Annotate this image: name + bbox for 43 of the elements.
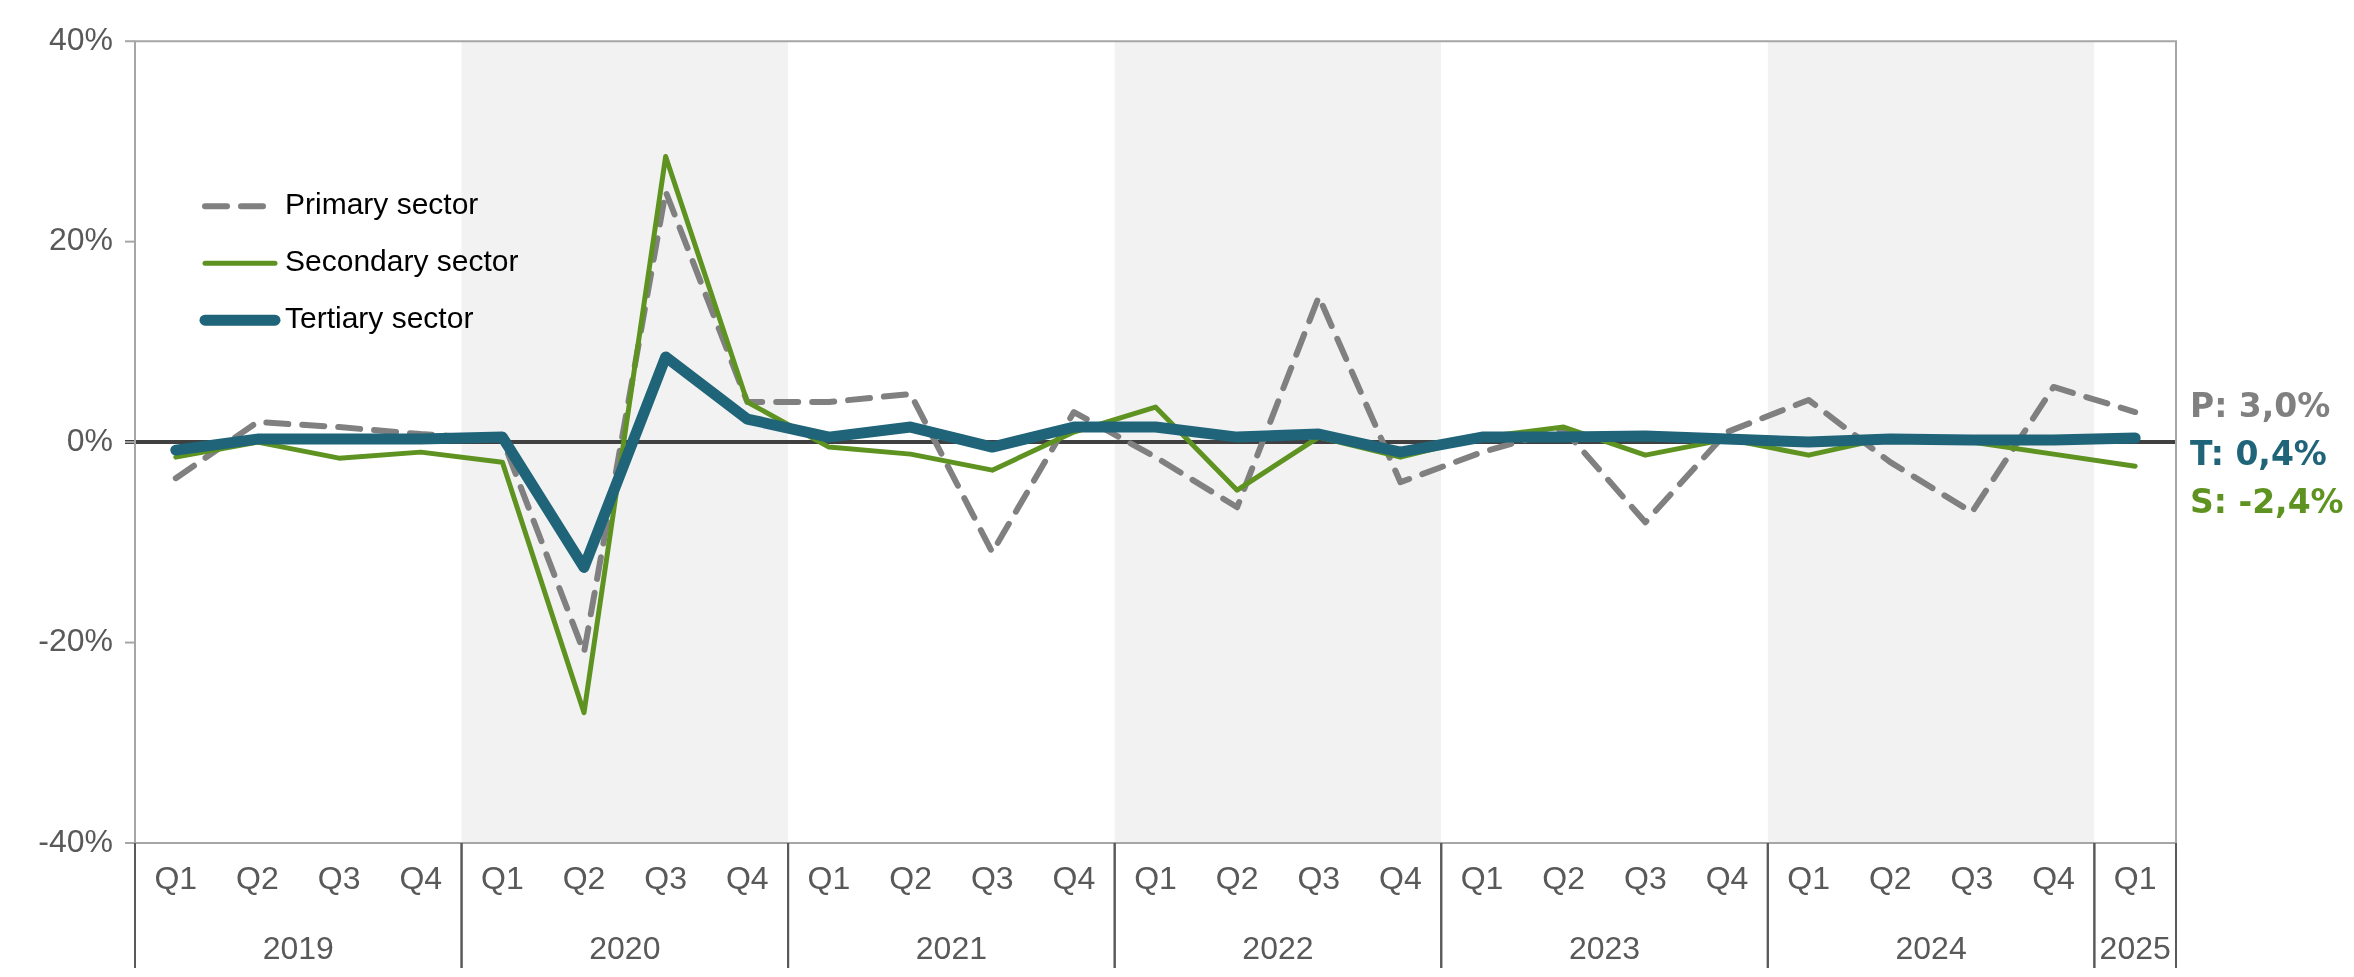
x-tick-label: Q1 (807, 860, 851, 897)
x-tick-label: Q3 (1297, 860, 1341, 897)
x-tick-label: Q3 (1624, 860, 1667, 897)
x-tick-label: Q1 (2113, 860, 2157, 897)
text: 2020 (589, 929, 661, 966)
x-tick-label: Q4 (725, 860, 769, 897)
x-tick-label: Q2 (236, 860, 279, 897)
legend-label: Secondary sector (285, 244, 519, 278)
x-tick-label: Q3 (1950, 860, 1994, 897)
x-tick-label: Q2 (1542, 860, 1586, 897)
x-tick-label: Q3 (970, 860, 1014, 897)
x-tick-label: Q4 (1705, 860, 1749, 897)
x-tick-label: Q2 (1868, 860, 1912, 897)
x-tick-label: Q1 (1134, 860, 1177, 897)
text: 2023 (1568, 929, 1641, 966)
x-tick-label: Q1 (1787, 860, 1830, 897)
x-tick-label: Q1 (1460, 860, 1504, 897)
text: S: -2,4% (2190, 481, 2344, 521)
text: P: 3,0% (2190, 385, 2331, 425)
text: 2024 (1895, 929, 1967, 966)
y-tick-label: 40% (48, 21, 113, 58)
text: 2025 (2099, 929, 2171, 966)
x-tick-label: Q4 (399, 860, 443, 897)
legend-label: Tertiary sector (285, 301, 474, 335)
x-tick-label: Q3 (644, 860, 687, 897)
x-tick-label: Q4 (1052, 860, 1096, 897)
y-tick-label: 0% (66, 421, 113, 458)
x-tick-label: Q4 (2032, 860, 2075, 897)
y-tick-label: 20% (48, 221, 113, 258)
x-tick-label: Q1 (154, 860, 198, 897)
x-tick-label: Q3 (317, 860, 361, 897)
text: T: 0,4% (2190, 433, 2327, 473)
legend-label: Primary sector (285, 187, 479, 221)
x-tick-label: Q2 (1215, 860, 1259, 897)
x-tick-label: Q2 (889, 860, 932, 897)
y-tick-label: -20% (38, 622, 113, 659)
text: 2021 (915, 929, 987, 966)
x-tick-label: Q4 (1379, 860, 1422, 897)
x-tick-label: Q2 (562, 860, 606, 897)
x-tick-label: Q1 (481, 860, 524, 897)
text: 2022 (1242, 929, 1314, 966)
y-tick-label: -40% (38, 822, 113, 859)
text: 2019 (262, 929, 334, 966)
